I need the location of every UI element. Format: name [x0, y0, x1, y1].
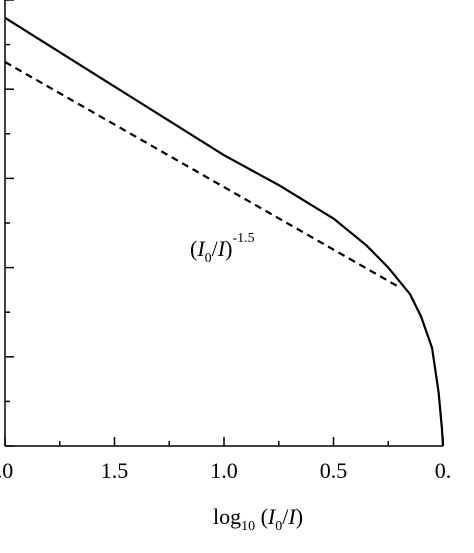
x-axis-label: log10 (I0/I) [213, 504, 303, 534]
x-label-part: I [267, 504, 277, 529]
data-line [4, 61, 398, 287]
x-tick-label: 0.5 [320, 458, 348, 483]
x-tick-label: .0 [0, 458, 13, 483]
annotation: (I0/I)-1.5 [190, 231, 255, 266]
annotation-part: ( [190, 236, 197, 261]
annotation-part: ) [225, 236, 232, 261]
x-tick-label: 1.0 [210, 458, 238, 483]
x-label-part: I [287, 504, 297, 529]
annotation-part: -1.5 [232, 231, 254, 246]
x-label-part: / [282, 504, 289, 529]
x-label-part: ( [255, 504, 268, 529]
x-label-part: ) [296, 504, 303, 529]
x-label-part: log [213, 504, 241, 529]
data-line [4, 16, 445, 447]
x-label-part: 10 [241, 519, 255, 534]
x-tick-label: 0. [435, 458, 452, 483]
annotation-part: I [217, 236, 227, 261]
annotation-part: / [212, 236, 219, 261]
x-label-part: 0 [275, 519, 282, 534]
x-tick-label: 1.5 [101, 458, 129, 483]
annotation-part: 0 [205, 251, 212, 266]
annotation-part: I [196, 236, 206, 261]
